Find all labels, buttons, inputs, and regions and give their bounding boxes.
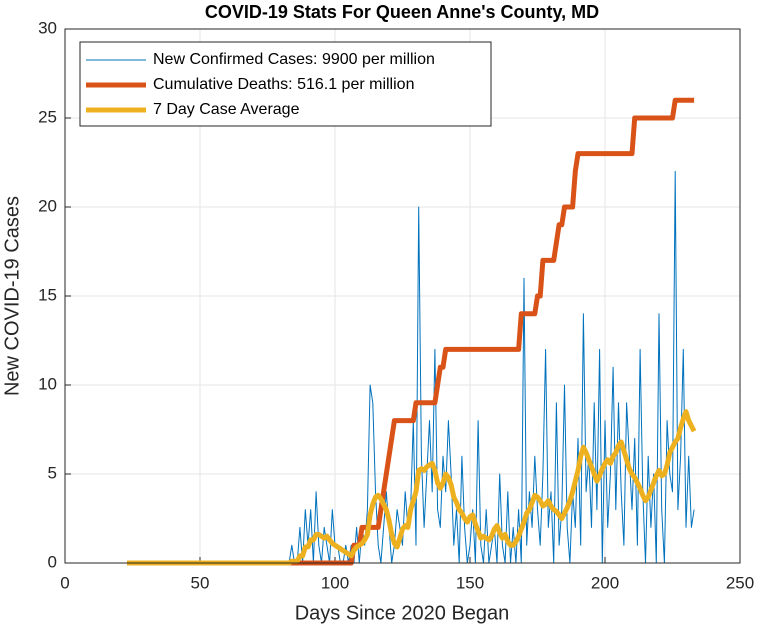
y-tick-label: 0: [48, 552, 57, 571]
y-tick-label: 20: [38, 196, 57, 215]
y-tick-label: 30: [38, 18, 57, 37]
axes-box: [64, 28, 741, 564]
legend: New Confirmed Cases: 9900 per million Cum…: [79, 41, 492, 127]
y-tick-label: 10: [38, 374, 57, 393]
chart-title: COVID-19 Stats For Queen Anne's County, …: [205, 2, 599, 22]
y-axis-label: New COVID-19 Cases: [1, 196, 23, 396]
legend-label: Cumulative Deaths: 516.1 per million: [153, 76, 414, 93]
x-tick-label: 0: [60, 573, 69, 592]
x-tick-label: 200: [591, 573, 619, 592]
legend-box: [79, 41, 492, 127]
x-tick-label: 150: [456, 573, 484, 592]
x-tick-label: 250: [726, 573, 754, 592]
y-tick-label: 5: [48, 463, 57, 482]
legend-label: 7 Day Case Average: [153, 101, 300, 118]
x-tick-label: 50: [191, 573, 210, 592]
y-tick-label: 25: [38, 107, 57, 126]
legend-label: New Confirmed Cases: 9900 per million: [153, 51, 435, 68]
x-tick-label: 100: [321, 573, 349, 592]
x-axis-label: Days Since 2020 Began: [295, 602, 510, 624]
y-tick-label: 15: [38, 285, 57, 304]
